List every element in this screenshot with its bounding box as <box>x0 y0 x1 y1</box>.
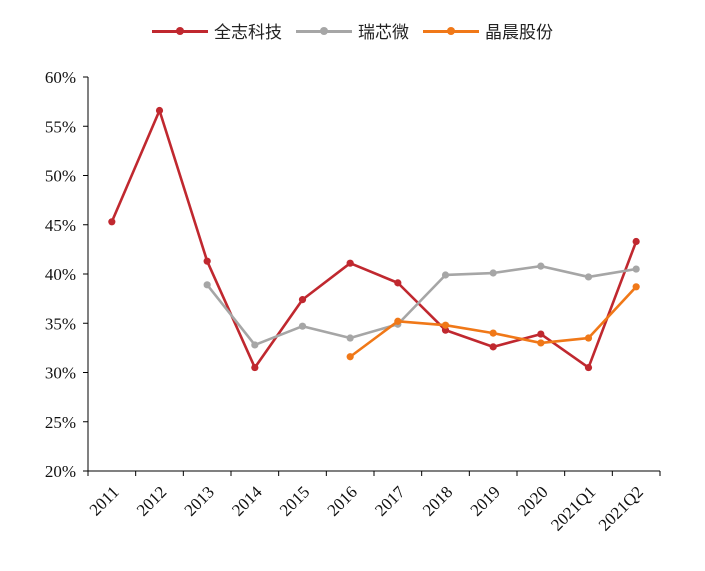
series-0-point <box>155 106 164 115</box>
legend-dot-series-1 <box>320 26 328 35</box>
series-0-point <box>298 296 307 304</box>
series-0-point <box>489 343 497 351</box>
series-0-point <box>203 257 211 265</box>
series-2-point <box>632 283 640 291</box>
series-2-point <box>489 329 497 337</box>
series-0-point <box>537 330 545 338</box>
legend-label-series-2: 晶晨股份 <box>485 23 553 43</box>
series-line-0 <box>110 109 638 369</box>
series-2-point <box>537 339 545 347</box>
y-tick-label: 30% <box>45 364 76 383</box>
y-tick-label: 55% <box>45 117 76 136</box>
y-tick-label: 60% <box>45 68 76 87</box>
x-tick-label: 2013 <box>181 482 218 519</box>
x-tick-label: 2021Q2 <box>595 482 647 534</box>
x-tick-label: 2020 <box>514 482 551 519</box>
legend-label-series-0: 全志科技 <box>214 23 282 43</box>
series-0-point <box>251 363 259 372</box>
x-tick-label: 2019 <box>467 482 504 519</box>
legend-dot-series-2 <box>447 26 455 35</box>
series-2-point <box>441 321 450 329</box>
legend-item-series-2: 晶晨股份 <box>423 18 553 43</box>
series-2-point <box>346 353 354 361</box>
series-0-point <box>346 259 354 267</box>
x-tick-label: 2017 <box>371 482 409 520</box>
series-2-point <box>394 317 402 325</box>
y-tick-label: 25% <box>45 413 76 432</box>
series-1-point <box>537 262 545 270</box>
series-1-point <box>584 273 593 281</box>
series-layer <box>108 106 640 372</box>
chart-legend: 全志科技 瑞芯微 晶晨股份 <box>0 18 705 43</box>
legend-label-series-1: 瑞芯微 <box>358 23 409 43</box>
y-tick-label: 20% <box>45 462 76 481</box>
legend-swatch-series-1 <box>296 24 352 38</box>
x-tick-label: 2015 <box>276 482 313 519</box>
x-tick-label: 2014 <box>228 482 266 520</box>
legend-item-series-1: 瑞芯微 <box>296 18 409 43</box>
series-1-point <box>346 334 354 342</box>
series-0-point <box>632 237 640 246</box>
series-line-1 <box>206 264 637 347</box>
y-tick-label: 40% <box>45 265 76 284</box>
series-1-point <box>489 269 497 277</box>
series-0-point <box>394 279 402 287</box>
x-tick-label: 2018 <box>419 482 456 519</box>
series-1-point <box>441 271 450 279</box>
x-tick-label: 2012 <box>133 482 170 519</box>
series-1-point <box>251 341 259 349</box>
x-tick-label: 2011 <box>86 482 123 519</box>
x-tick-label: 2016 <box>324 482 361 519</box>
y-tick-label: 50% <box>45 167 76 186</box>
y-tick-label: 45% <box>45 216 76 235</box>
legend-dot-series-0 <box>176 26 184 35</box>
series-1-point <box>632 265 640 273</box>
legend-item-series-0: 全志科技 <box>152 18 282 43</box>
chart-axes: 20% 25% 30% 35% 40% 45% 50% 55% 60% 2011 2012 2013 2… <box>45 68 661 535</box>
series-1-point <box>298 322 307 330</box>
series-0-point <box>108 218 116 226</box>
series-0-point <box>441 326 450 334</box>
x-tick-label: 2021Q1 <box>547 482 599 534</box>
series-1-point <box>203 281 211 289</box>
legend-swatch-series-0 <box>152 24 208 38</box>
legend-swatch-series-2 <box>423 24 479 38</box>
series-2-point <box>584 334 593 342</box>
series-0-point <box>584 363 593 372</box>
y-tick-label: 35% <box>45 314 76 333</box>
